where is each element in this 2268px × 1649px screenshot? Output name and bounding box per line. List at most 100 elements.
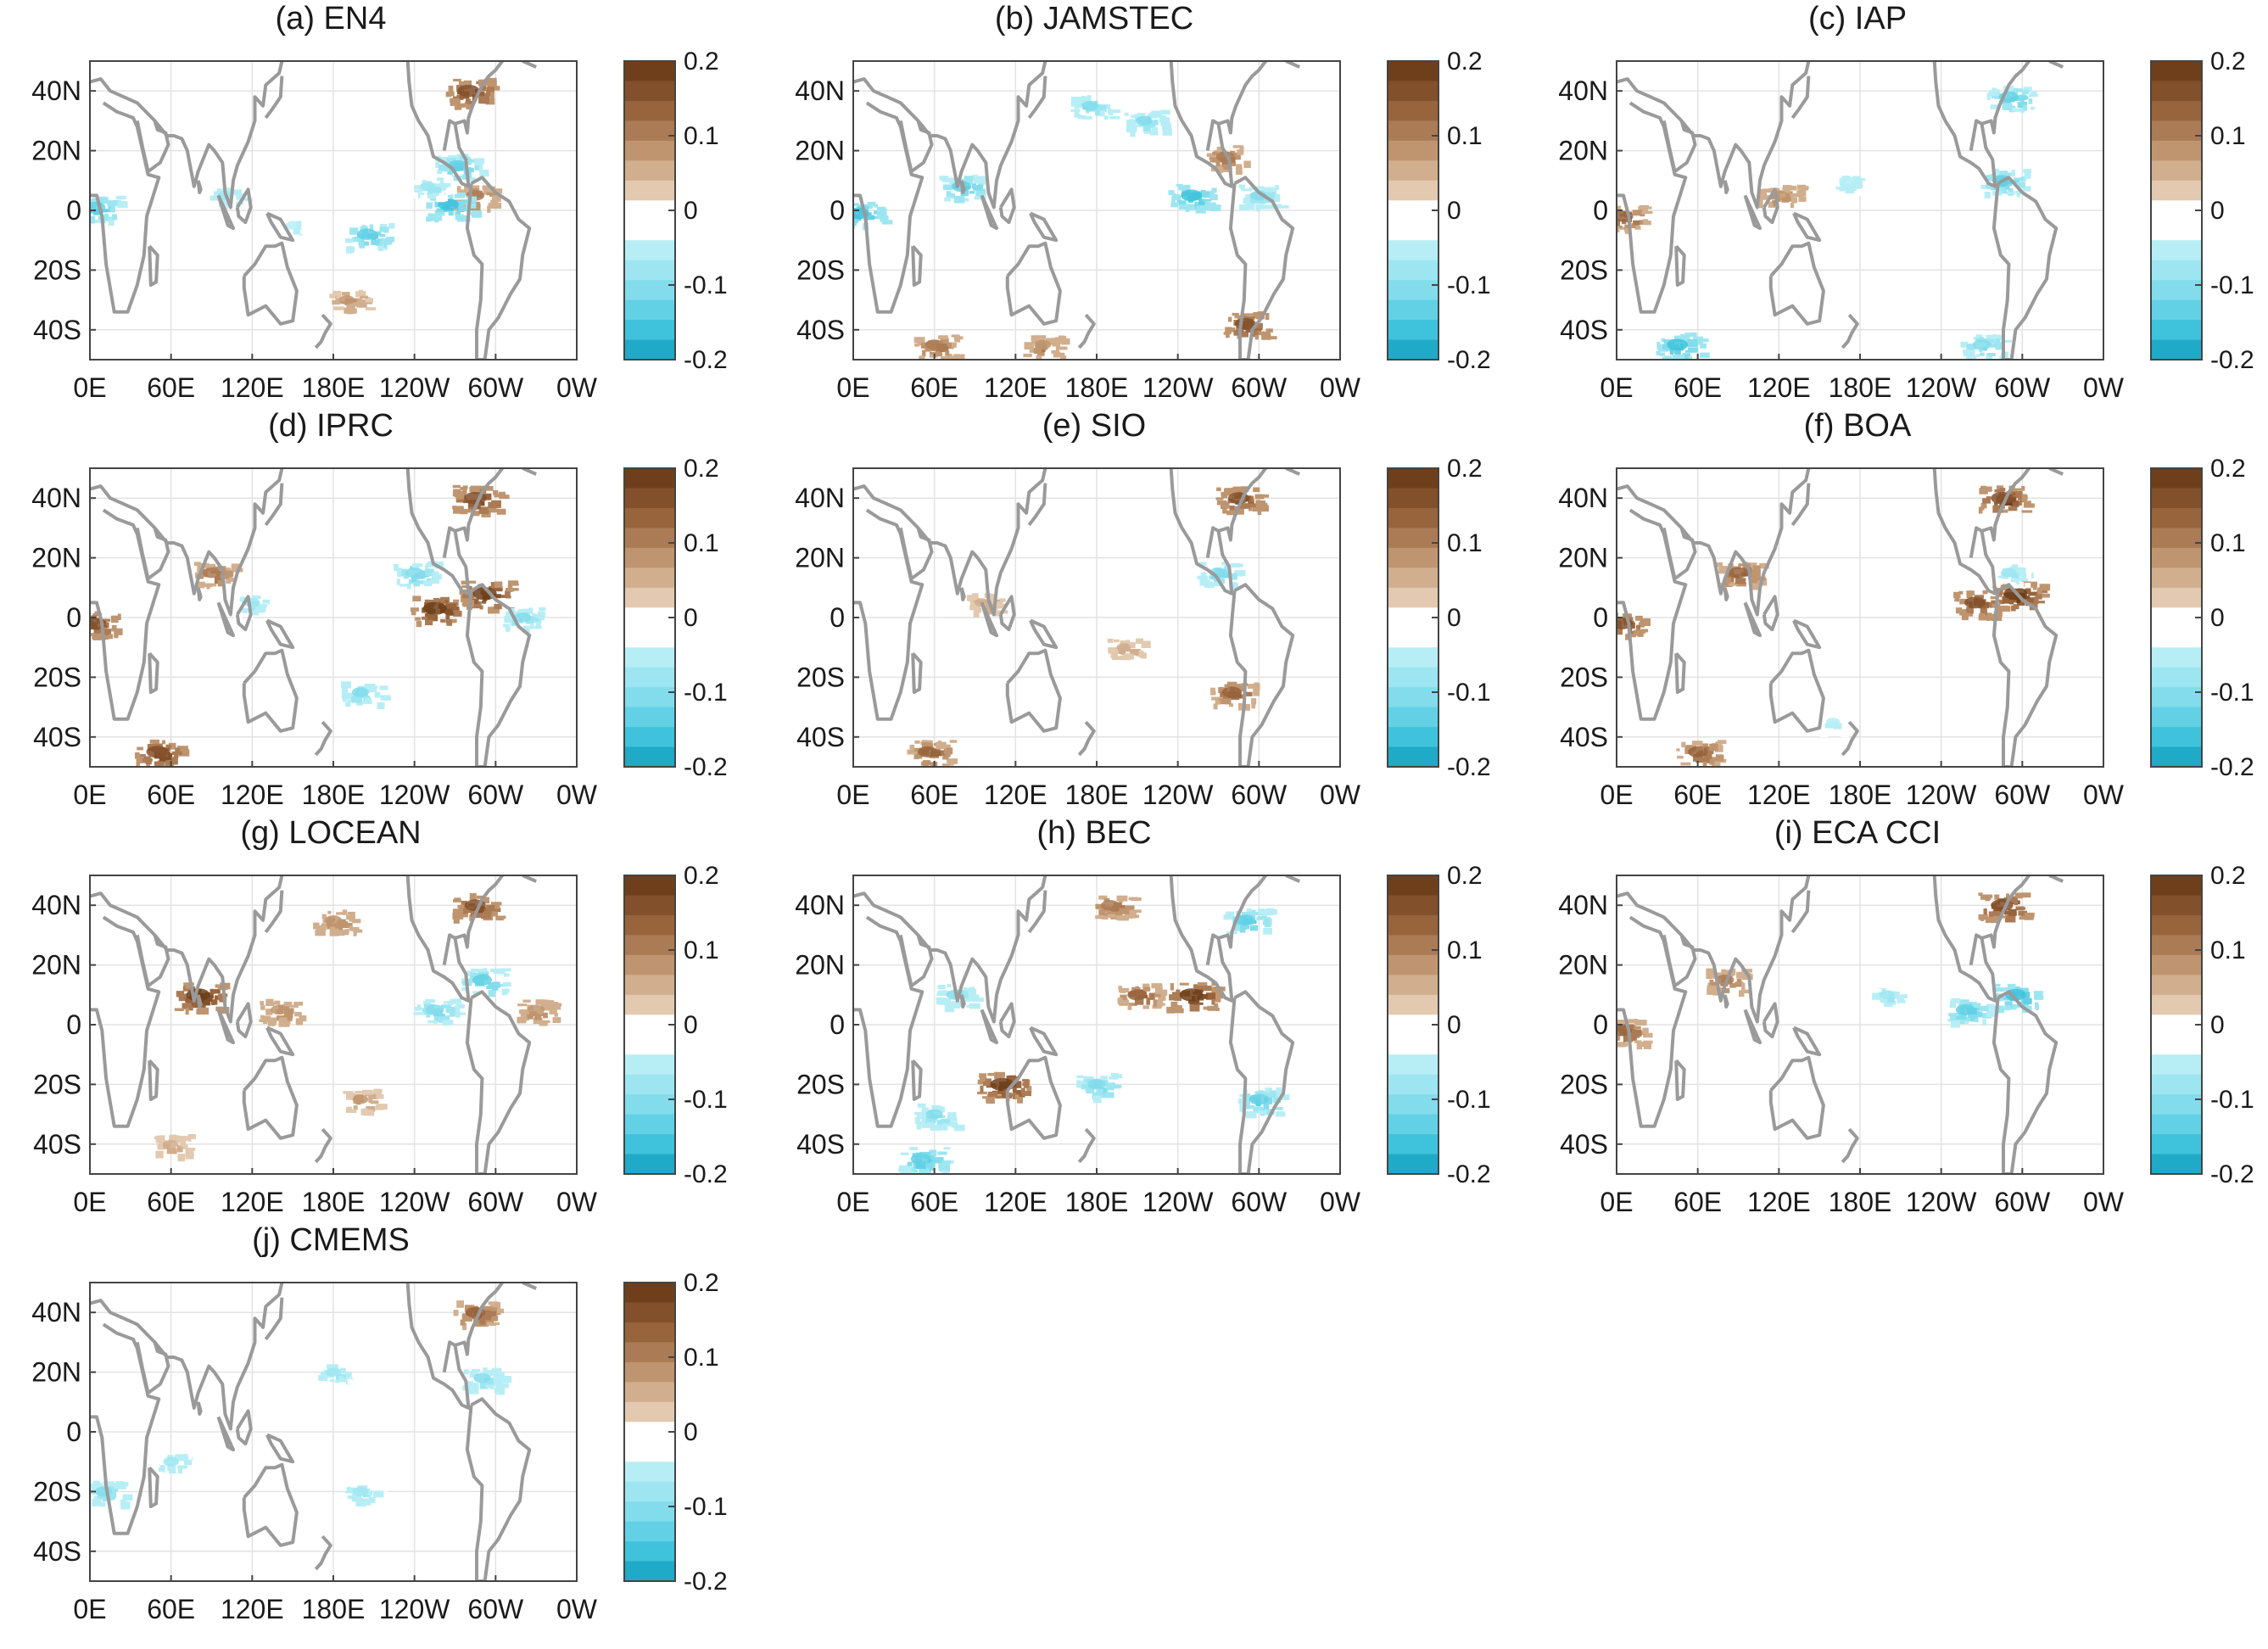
data-cell bbox=[486, 77, 497, 83]
data-cell bbox=[1260, 196, 1266, 204]
data-feature bbox=[356, 228, 377, 240]
data-cell bbox=[376, 1094, 384, 1099]
data-cell bbox=[437, 177, 446, 182]
data-cell bbox=[243, 202, 253, 206]
data-cell bbox=[1624, 227, 1630, 234]
data-cell bbox=[455, 1005, 465, 1009]
data-cell bbox=[421, 616, 429, 620]
data-cell bbox=[375, 1106, 384, 1110]
data-cell bbox=[989, 594, 996, 601]
data-cell bbox=[446, 187, 452, 195]
data-cell bbox=[198, 1003, 206, 1010]
x-tick-label: 120W bbox=[1906, 372, 1977, 399]
data-cell bbox=[1263, 920, 1270, 925]
data-cell bbox=[1955, 607, 1963, 614]
data-cell bbox=[1246, 908, 1252, 913]
colorbar-segment bbox=[1388, 627, 1438, 648]
data-cell bbox=[481, 1312, 492, 1321]
data-cell bbox=[353, 929, 363, 933]
x-tick-label: 60E bbox=[147, 372, 195, 399]
data-cell bbox=[299, 1015, 307, 1022]
data-cell bbox=[339, 1367, 346, 1374]
data-feature bbox=[1135, 115, 1153, 126]
coastline bbox=[465, 176, 532, 360]
y-tick-label: 40S bbox=[1560, 315, 1608, 345]
colorbar-segment bbox=[1388, 935, 1438, 956]
data-cell bbox=[1215, 700, 1221, 705]
data-cell bbox=[929, 755, 940, 758]
data-cell bbox=[1690, 332, 1697, 338]
data-feature bbox=[1825, 718, 1841, 727]
data-cell bbox=[155, 1135, 164, 1143]
data-cell bbox=[492, 195, 498, 203]
data-cell bbox=[1229, 327, 1236, 331]
data-cell bbox=[1222, 507, 1227, 514]
data-cell bbox=[1966, 355, 1977, 360]
data-feature bbox=[422, 601, 447, 615]
data-cell bbox=[1230, 151, 1236, 154]
data-cell bbox=[1966, 608, 1972, 613]
data-cell bbox=[1142, 642, 1147, 646]
data-cell bbox=[1109, 109, 1121, 113]
data-cell bbox=[1276, 1087, 1282, 1093]
coastline bbox=[1768, 241, 1825, 326]
data-cell bbox=[1986, 175, 1991, 182]
data-cell bbox=[177, 1467, 183, 1474]
x-tick-label: 60W bbox=[1994, 372, 2051, 399]
data-cell bbox=[488, 203, 494, 209]
data-cell bbox=[1017, 1097, 1024, 1104]
data-cell bbox=[470, 211, 476, 215]
data-cell bbox=[415, 617, 421, 621]
data-cell bbox=[939, 750, 946, 757]
data-cell bbox=[452, 908, 463, 914]
data-cell bbox=[336, 291, 342, 299]
x-tick-label: 120W bbox=[1906, 1187, 1977, 1213]
data-cell bbox=[1252, 504, 1260, 511]
data-cell bbox=[469, 1371, 476, 1378]
data-cell bbox=[2008, 506, 2018, 511]
data-cell bbox=[1024, 342, 1034, 349]
data-cell bbox=[1617, 218, 1620, 226]
data-cell bbox=[1092, 1095, 1102, 1104]
data-cell bbox=[445, 1006, 455, 1013]
data-cell bbox=[963, 987, 970, 991]
x-tick-label: 0W bbox=[556, 1594, 598, 1620]
data-feature bbox=[925, 339, 944, 350]
data-cell bbox=[1952, 998, 1961, 1002]
data-cell bbox=[394, 564, 399, 571]
data-cell bbox=[1968, 611, 1974, 617]
x-tick-label: 60W bbox=[467, 780, 524, 806]
data-cell bbox=[2020, 98, 2025, 102]
data-cell bbox=[1995, 578, 2003, 585]
data-cell bbox=[1020, 1087, 1025, 1094]
data-cell bbox=[1633, 630, 1641, 634]
data-cell bbox=[1617, 225, 1623, 229]
colorbar-segment bbox=[624, 607, 675, 629]
data-cell bbox=[488, 606, 494, 614]
data-cell bbox=[1152, 1004, 1162, 1009]
y-tick-label: 0 bbox=[1593, 602, 1608, 633]
data-cell bbox=[946, 196, 951, 202]
data-cell bbox=[1758, 200, 1763, 209]
data-cell bbox=[947, 984, 952, 987]
data-cell bbox=[450, 98, 455, 103]
data-cell bbox=[1123, 653, 1135, 660]
panel-title: (h) BEC bbox=[1036, 815, 1152, 851]
coastline bbox=[1029, 211, 1059, 243]
data-cell bbox=[468, 1383, 479, 1389]
data-cell bbox=[1035, 335, 1047, 339]
data-cell bbox=[1992, 567, 2003, 573]
data-cell bbox=[1845, 724, 1849, 729]
data-feature bbox=[1179, 988, 1204, 1002]
x-tick-label: 120W bbox=[1906, 780, 1977, 806]
data-cell bbox=[1643, 1040, 1653, 1044]
colorbar-segment bbox=[2151, 81, 2202, 102]
data-cell bbox=[1245, 503, 1256, 507]
data-cell bbox=[2010, 605, 2016, 612]
colorbar-tick-label: 0.2 bbox=[1447, 455, 1483, 483]
data-cell bbox=[1106, 912, 1117, 916]
data-cell bbox=[458, 207, 469, 212]
data-cell bbox=[396, 579, 400, 585]
data-cell bbox=[1609, 215, 1614, 221]
x-tick-label: 0W bbox=[1320, 1187, 1361, 1213]
